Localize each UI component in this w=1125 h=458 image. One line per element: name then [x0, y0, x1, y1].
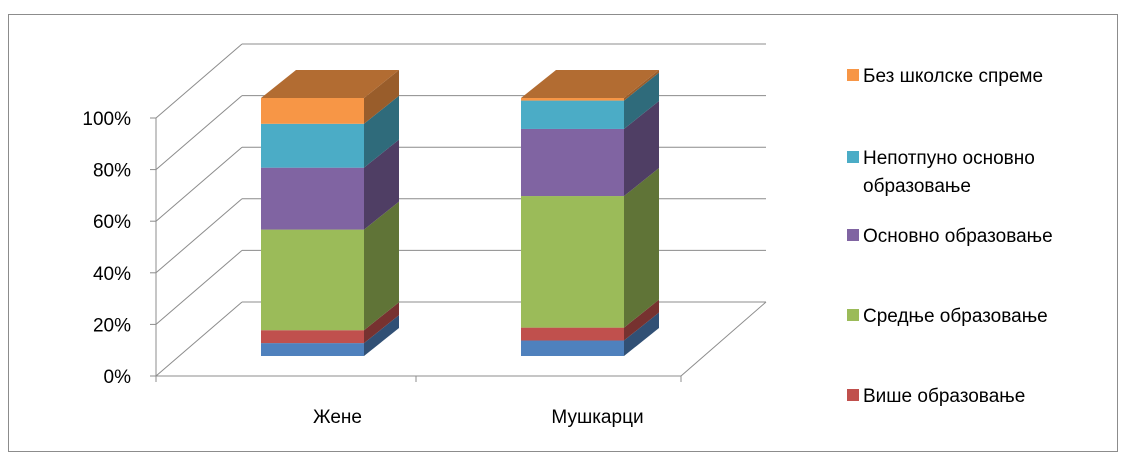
bar-segment	[261, 98, 364, 124]
bar-segment-side	[624, 72, 659, 129]
x-category-label: Мушкарци	[551, 407, 643, 428]
legend-swatch	[847, 389, 859, 401]
bar-segment	[261, 123, 364, 168]
bar-segment-side	[624, 312, 659, 356]
legend-swatch	[847, 151, 859, 163]
legend-item: Средње образовање	[847, 303, 1111, 331]
bar-segment-side	[624, 70, 659, 101]
legend-label: Средње образовање	[863, 306, 1048, 327]
side-gridline	[155, 198, 243, 274]
bar-segment	[521, 98, 624, 101]
legend-label: Непотпуно основно образовање	[863, 148, 1035, 197]
legend-label: Без школске спреме	[863, 66, 1044, 87]
side-gridline	[155, 250, 243, 325]
bar-segment-side	[364, 315, 399, 356]
bar-top-face	[521, 70, 659, 98]
y-tick-label: 80%	[93, 161, 131, 182]
side-gridline	[155, 43, 243, 119]
bar-segment	[261, 343, 364, 356]
bar-top-face	[261, 70, 399, 98]
chart-plot: 0% 20% 40% 60% 80% 100% Жене Мушкарци	[82, 43, 767, 428]
legend-swatch	[847, 229, 859, 241]
legend-label: Основно образовање	[863, 226, 1053, 247]
bar-segment-side	[364, 95, 399, 168]
legend-item: Основно образовање	[847, 223, 1111, 251]
bar-segment-side	[364, 70, 399, 124]
y-tick-label: 60%	[93, 212, 131, 233]
legend-swatch	[847, 309, 859, 321]
bar-segment	[521, 128, 624, 197]
y-tick-label: 40%	[93, 264, 131, 285]
legend-item: Више образовање	[847, 383, 1111, 411]
y-tick-label: 0%	[104, 367, 132, 388]
bar-segment	[261, 330, 364, 344]
chart-frame: 0% 20% 40% 60% 80% 100% Жене Мушкарци Без школс…	[8, 14, 1118, 452]
bar-segment	[261, 229, 364, 331]
legend-label: Више образовање	[863, 386, 1026, 407]
bar-segment	[261, 167, 364, 230]
y-tick-label: 100%	[82, 109, 131, 130]
bar-segment	[521, 100, 624, 129]
y-tick-label: 20%	[93, 315, 131, 336]
legend-swatch	[847, 69, 859, 81]
side-gridline	[155, 301, 243, 377]
bar-segment-side	[624, 168, 659, 328]
bar-segment-side	[364, 139, 399, 230]
bar-segment-side	[624, 100, 659, 197]
bar-segment	[521, 196, 624, 328]
x-category-label: Жене	[313, 407, 362, 428]
legend-item: Без школске спреме	[847, 63, 1111, 91]
bar-segment	[521, 327, 624, 341]
bar-segment-side	[364, 201, 399, 331]
side-gridline	[155, 146, 243, 222]
legend-item: Непотпуно основно образовање	[847, 145, 1111, 201]
bar-segment	[521, 340, 624, 356]
bar-segment-side	[624, 299, 659, 341]
floor-edge	[680, 301, 767, 377]
side-gridline	[155, 95, 243, 170]
bar-segment-side	[364, 302, 399, 344]
